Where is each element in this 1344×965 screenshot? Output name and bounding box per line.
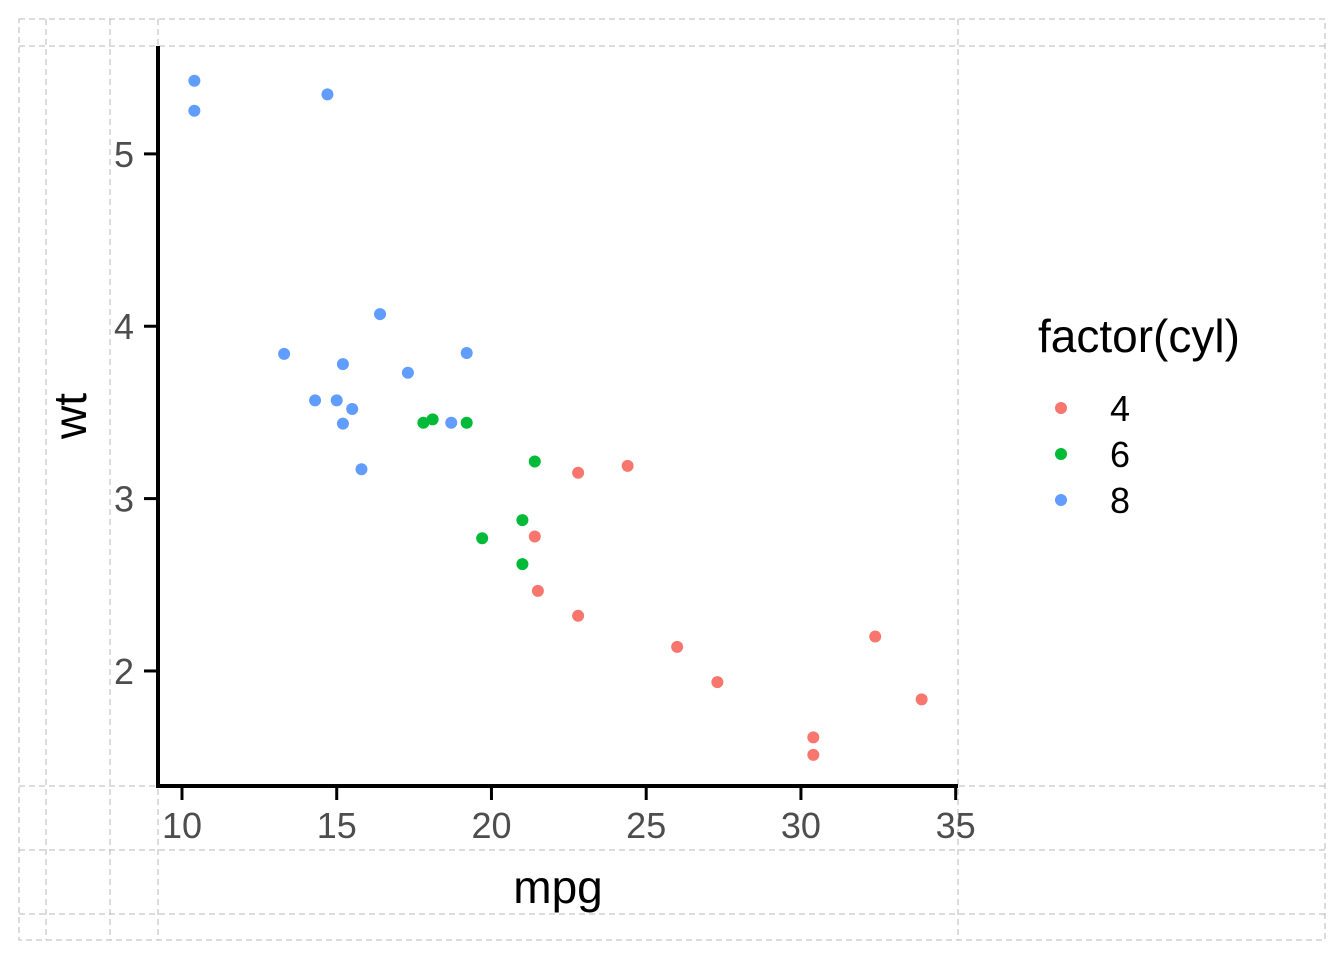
legend-key-cyl-6 [1055,448,1067,460]
data-point-cyl-6 [417,416,430,429]
y-tick-label: 4 [114,306,134,347]
data-point-cyl-4 [572,466,585,479]
data-point-cyl-4 [528,530,541,543]
data-point-cyl-8 [336,417,349,430]
x-axis-title: mpg [513,861,602,913]
data-point-cyl-8 [188,104,201,117]
legend-title: factor(cyl) [1038,310,1240,362]
y-axis-ticks: 2 3 4 5 [114,134,158,692]
x-tick-label: 20 [471,805,511,846]
data-point-cyl-4 [869,630,882,643]
data-point-cyl-8 [355,463,368,476]
x-tick-label: 35 [936,805,976,846]
x-tick-label: 10 [162,805,202,846]
x-tick-label: 15 [317,805,357,846]
data-point-cyl-8 [336,358,349,371]
data-point-cyl-4 [621,459,634,472]
data-point-cyl-6 [426,413,439,426]
data-point-cyl-8 [374,308,387,321]
data-point-cyl-6 [516,514,529,527]
x-tick-label: 30 [781,805,821,846]
legend: factor(cyl) 4 6 8 [1038,310,1240,521]
data-point-cyl-4 [915,693,928,706]
legend-key-cyl-4 [1055,402,1067,414]
data-point-cyl-8 [309,394,322,407]
data-point-cyl-4 [572,609,585,622]
data-point-cyl-4 [807,748,820,761]
y-tick-label: 5 [114,134,134,175]
data-point-cyl-6 [528,455,541,468]
legend-label: 6 [1110,434,1130,475]
data-point-cyl-8 [460,346,473,359]
data-point-cyl-4 [671,640,684,653]
data-point-cyl-8 [401,366,414,379]
data-point-cyl-4 [531,584,544,597]
data-point-cyl-8 [188,74,201,87]
legend-label: 8 [1110,480,1130,521]
data-point-cyl-6 [476,532,489,545]
x-tick-label: 25 [626,805,666,846]
data-point-cyl-8 [445,416,458,429]
y-axis-title: wt [44,393,96,440]
data-point-cyl-4 [807,731,820,744]
legend-entries: 4 6 8 [1055,388,1130,521]
data-point-cyl-6 [516,558,529,571]
data-point-cyl-4 [711,676,724,689]
data-point-cyl-8 [321,88,334,101]
data-point-cyl-6 [460,416,473,429]
data-point-cyl-8 [330,394,343,407]
x-axis-ticks: 10 15 20 25 30 35 [162,786,976,846]
legend-key-cyl-8 [1055,494,1067,506]
y-tick-label: 3 [114,479,134,520]
legend-label: 4 [1110,388,1130,429]
data-points [188,74,928,761]
data-point-cyl-8 [346,402,359,415]
data-point-cyl-8 [278,347,291,360]
y-tick-label: 2 [114,651,134,692]
